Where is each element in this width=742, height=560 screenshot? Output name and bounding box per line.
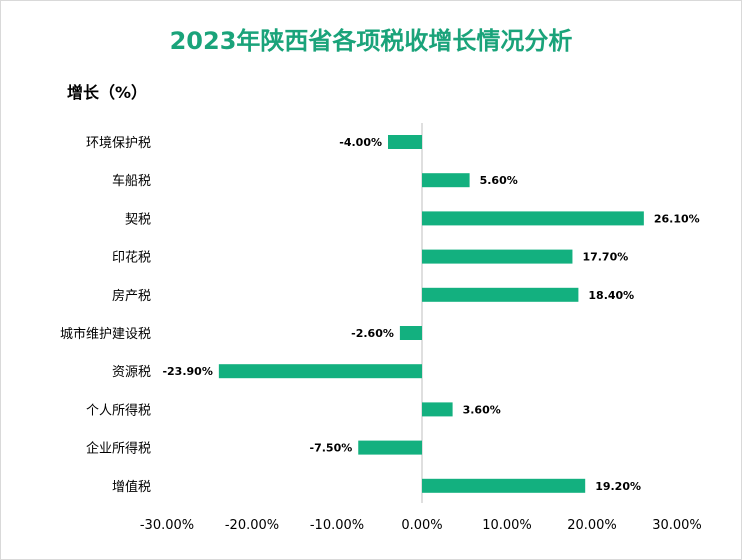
- bar: [422, 402, 453, 417]
- chart-title: 2023年陕西省各项税收增长情况分析: [169, 27, 573, 55]
- x-tick-label: -30.00%: [140, 518, 194, 533]
- category-label: 车船税: [112, 173, 151, 189]
- category-label: 资源税: [112, 365, 151, 380]
- category-label: 环境保护税: [86, 136, 151, 151]
- x-tick-label: 0.00%: [401, 518, 442, 533]
- data-label: -23.90%: [162, 365, 212, 378]
- bar: [422, 249, 573, 264]
- x-tick-label: 30.00%: [652, 518, 702, 533]
- data-label: 5.60%: [480, 174, 518, 187]
- x-tick-label: -10.00%: [310, 518, 364, 533]
- bar: [422, 287, 579, 302]
- category-label: 城市维护建设税: [60, 326, 151, 342]
- data-label: -4.00%: [339, 136, 382, 149]
- data-label: 17.70%: [582, 251, 628, 264]
- category-label: 企业所得税: [86, 441, 151, 457]
- bar: [422, 211, 644, 226]
- x-tick-label: 10.00%: [482, 518, 532, 533]
- bar: [422, 478, 586, 493]
- x-tick-label: 20.00%: [567, 518, 617, 533]
- data-label: 18.40%: [588, 289, 634, 302]
- bar: [399, 326, 422, 340]
- category-label: 房产税: [112, 288, 151, 304]
- category-label: 个人所得税: [86, 402, 151, 418]
- data-label: 19.20%: [595, 480, 641, 493]
- data-label: 3.60%: [463, 403, 501, 416]
- bar: [218, 364, 422, 379]
- bar: [358, 440, 422, 455]
- category-label: 增值税: [112, 479, 151, 495]
- data-label: -2.60%: [351, 327, 394, 340]
- category-label: 契税: [125, 212, 151, 227]
- bar: [422, 173, 470, 188]
- data-label: -7.50%: [310, 442, 353, 455]
- bar: [388, 135, 422, 149]
- y-axis-label: 增长（%）: [67, 83, 148, 102]
- x-tick-label: -20.00%: [225, 518, 279, 533]
- data-label: 26.10%: [654, 212, 700, 225]
- category-label: 印花税: [112, 250, 151, 266]
